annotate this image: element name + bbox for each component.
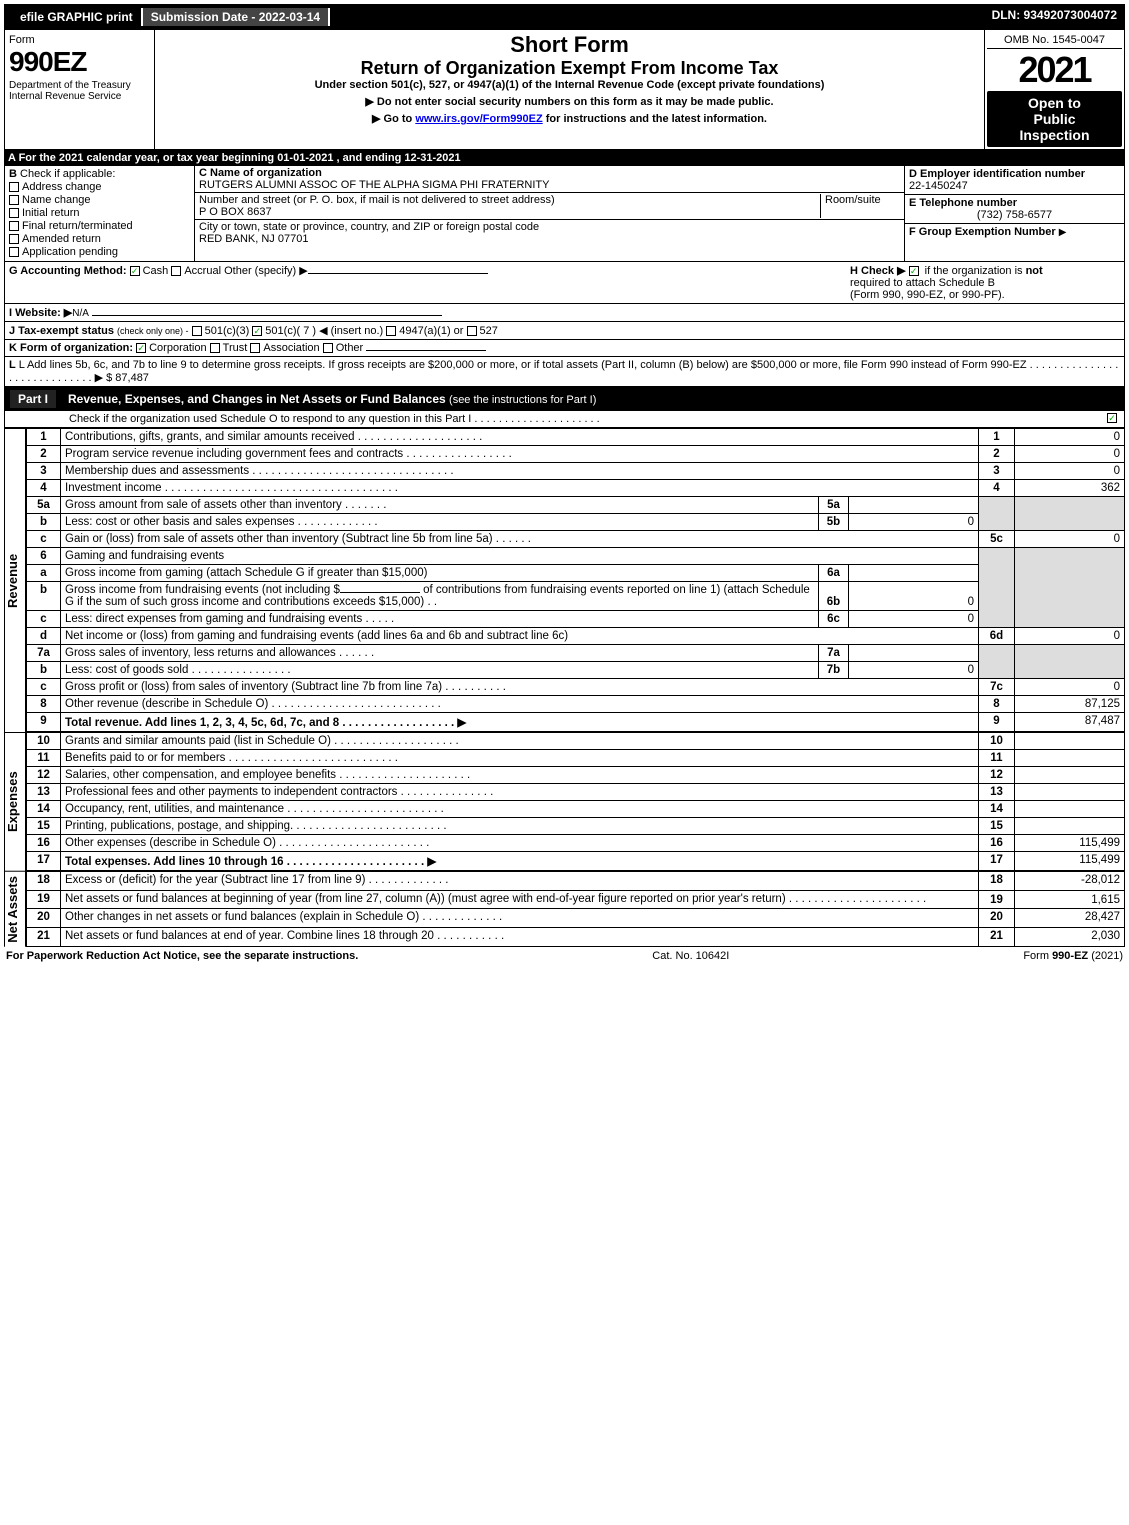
part-1-header: Part I Revenue, Expenses, and Changes in…: [4, 387, 1125, 411]
expenses-label: Expenses: [4, 732, 26, 871]
org-address: P O BOX 8637: [199, 206, 272, 218]
line-7b-value: 0: [849, 662, 979, 679]
footer-catalog: Cat. No. 10642I: [652, 950, 729, 962]
line-13-value: [1015, 784, 1125, 801]
top-bar: efile GRAPHIC print Submission Date - 20…: [4, 4, 1125, 30]
checkbox-other[interactable]: [323, 343, 333, 353]
net-assets-label: Net Assets: [4, 871, 26, 947]
checkbox-amended-return[interactable]: [9, 234, 19, 244]
checkbox-trust[interactable]: [210, 343, 220, 353]
form-header: Form 990EZ Department of the Treasury In…: [4, 30, 1125, 150]
note-ssn: ▶ Do not enter social security numbers o…: [161, 95, 978, 108]
checkbox-527[interactable]: [467, 326, 477, 336]
revenue-label: Revenue: [4, 428, 26, 732]
line-5b-value: 0: [849, 514, 979, 531]
checkbox-schedule-b[interactable]: [909, 266, 919, 276]
line-21-value: 2,030: [1015, 928, 1125, 947]
line-20-value: 28,427: [1015, 909, 1125, 928]
line-4-value: 362: [1015, 480, 1125, 497]
line-12-value: [1015, 767, 1125, 784]
footer-notice: For Paperwork Reduction Act Notice, see …: [6, 950, 358, 962]
footer-form-ref: Form 990-EZ (2021): [1023, 950, 1123, 962]
checkbox-name-change[interactable]: [9, 195, 19, 205]
section-d-e-f: D Employer identification number 22-1450…: [904, 166, 1124, 261]
gross-receipts-value: $ 87,487: [106, 372, 149, 384]
line-11-value: [1015, 750, 1125, 767]
title-subtitle: Under section 501(c), 527, or 4947(a)(1)…: [161, 79, 978, 91]
ein: 22-1450247: [909, 180, 968, 192]
checkbox-accrual[interactable]: [171, 266, 181, 276]
row-g-h: G Accounting Method: Cash Accrual Other …: [4, 262, 1125, 304]
checkbox-final-return[interactable]: [9, 221, 19, 231]
row-a-calendar-year: A For the 2021 calendar year, or tax yea…: [4, 150, 1125, 166]
net-assets-section: Net Assets 18Excess or (deficit) for the…: [4, 871, 1125, 947]
expenses-section: Expenses 10Grants and similar amounts pa…: [4, 732, 1125, 871]
efile-print: efile GRAPHIC print: [12, 8, 143, 26]
line-17-value: 115,499: [1015, 852, 1125, 871]
title-main: Return of Organization Exempt From Incom…: [161, 58, 978, 79]
form-label: Form: [9, 34, 150, 46]
line-5a-value: [849, 497, 979, 514]
line-7a-value: [849, 645, 979, 662]
checkbox-cash[interactable]: [130, 266, 140, 276]
row-l-gross-receipts: L L Add lines 5b, 6c, and 7b to line 9 t…: [4, 357, 1125, 387]
department: Department of the Treasury Internal Reve…: [9, 80, 150, 102]
checkbox-address-change[interactable]: [9, 182, 19, 192]
irs-link[interactable]: www.irs.gov/Form990EZ: [415, 113, 542, 125]
line-6c-value: 0: [849, 611, 979, 628]
line-15-value: [1015, 818, 1125, 835]
line-10-value: [1015, 733, 1125, 750]
checkbox-association[interactable]: [250, 343, 260, 353]
section-h: H Check ▶ if the organization is not req…: [850, 264, 1120, 301]
line-19-value: 1,615: [1015, 890, 1125, 909]
line-2-value: 0: [1015, 446, 1125, 463]
title-short-form: Short Form: [161, 32, 978, 58]
row-k-form-of-org: K Form of organization: Corporation Trus…: [4, 340, 1125, 357]
checkbox-schedule-o-part1[interactable]: [1107, 413, 1117, 423]
line-14-value: [1015, 801, 1125, 818]
submission-date: Submission Date - 2022-03-14: [143, 8, 330, 26]
part-1-check-line: Check if the organization used Schedule …: [4, 411, 1125, 428]
page-footer: For Paperwork Reduction Act Notice, see …: [4, 947, 1125, 965]
line-9-value: 87,487: [1015, 713, 1125, 732]
line-7c-value: 0: [1015, 679, 1125, 696]
line-1-value: 0: [1015, 429, 1125, 446]
section-c: C Name of organization RUTGERS ALUMNI AS…: [195, 166, 904, 261]
checkbox-501c[interactable]: [252, 326, 262, 336]
checkbox-corporation[interactable]: [136, 343, 146, 353]
org-name: RUTGERS ALUMNI ASSOC OF THE ALPHA SIGMA …: [199, 179, 549, 191]
org-city: RED BANK, NJ 07701: [199, 233, 308, 245]
line-8-value: 87,125: [1015, 696, 1125, 713]
checkbox-501c3[interactable]: [192, 326, 202, 336]
row-i-website: I Website: ▶N/A: [4, 304, 1125, 322]
line-5c-value: 0: [1015, 531, 1125, 548]
checkbox-4947[interactable]: [386, 326, 396, 336]
room-suite-label: Room/suite: [820, 194, 900, 218]
omb-number: OMB No. 1545-0047: [987, 32, 1122, 49]
line-16-value: 115,499: [1015, 835, 1125, 852]
tax-year: 2021: [987, 49, 1122, 91]
form-number: 990EZ: [9, 46, 150, 78]
section-b-through-f: B Check if applicable: Address change Na…: [4, 166, 1125, 262]
section-g: G Accounting Method: Cash Accrual Other …: [9, 264, 488, 301]
dln: DLN: 93492073004072: [986, 6, 1123, 28]
note-goto: ▶ Go to www.irs.gov/Form990EZ for instru…: [161, 112, 978, 125]
line-6d-value: 0: [1015, 628, 1125, 645]
row-j-tax-exempt: J Tax-exempt status (check only one) - 5…: [4, 322, 1125, 340]
line-3-value: 0: [1015, 463, 1125, 480]
checkbox-application-pending[interactable]: [9, 247, 19, 257]
open-to-public: Open to Public Inspection: [987, 91, 1122, 147]
line-6b-value: 0: [849, 582, 979, 611]
revenue-section: Revenue 1Contributions, gifts, grants, a…: [4, 428, 1125, 732]
line-18-value: -28,012: [1015, 872, 1125, 891]
telephone: (732) 758-6577: [909, 209, 1120, 221]
line-6a-value: [849, 565, 979, 582]
section-b: B Check if applicable: Address change Na…: [5, 166, 195, 261]
checkbox-initial-return[interactable]: [9, 208, 19, 218]
